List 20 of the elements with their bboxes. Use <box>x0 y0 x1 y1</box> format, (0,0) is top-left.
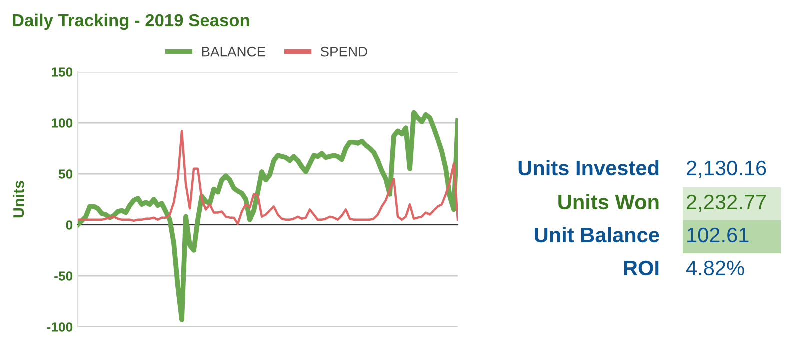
y-tick-label: 150 <box>52 68 73 77</box>
text: ROI <box>624 260 659 276</box>
y-tick-label: 0 <box>66 220 73 230</box>
y-tick-label: 100 <box>52 118 73 128</box>
text: 4.82% <box>686 260 744 276</box>
text: 2,130.16 <box>687 160 766 178</box>
text: 102.61 <box>688 228 749 243</box>
y-tick-label: -50 <box>54 272 73 281</box>
text: Units Won <box>558 194 659 210</box>
text: Unit Balance <box>535 227 660 243</box>
legend-label: SPEND <box>320 46 368 57</box>
y-tick-label: -100 <box>47 322 73 332</box>
line-series <box>78 130 458 226</box>
legend-label: BALANCE <box>202 46 266 57</box>
y-axis-title: Units <box>13 181 24 218</box>
y-tick-label: 50 <box>58 170 73 179</box>
chart-title: Daily Tracking - 2019 Season <box>13 14 250 30</box>
line-series <box>78 110 458 322</box>
text: Units Invested <box>518 160 659 176</box>
text: 2,232.77 <box>687 194 766 212</box>
